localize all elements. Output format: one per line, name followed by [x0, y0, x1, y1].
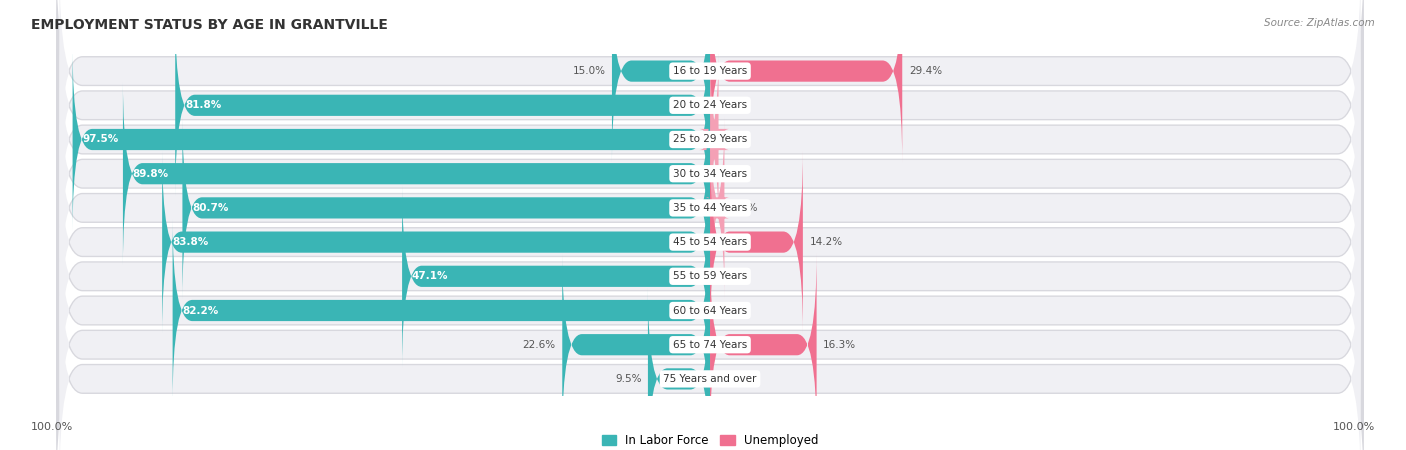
Text: 16.3%: 16.3% — [823, 340, 856, 350]
Text: 29.4%: 29.4% — [908, 66, 942, 76]
Text: 97.5%: 97.5% — [83, 135, 118, 144]
FancyBboxPatch shape — [59, 136, 1361, 348]
FancyBboxPatch shape — [173, 219, 710, 402]
Text: 30 to 34 Years: 30 to 34 Years — [673, 169, 747, 179]
FancyBboxPatch shape — [59, 33, 1361, 246]
FancyBboxPatch shape — [59, 273, 1361, 450]
Text: 80.7%: 80.7% — [193, 203, 229, 213]
FancyBboxPatch shape — [59, 0, 1361, 177]
FancyBboxPatch shape — [612, 0, 710, 163]
FancyBboxPatch shape — [56, 0, 1364, 227]
Text: 1.3%: 1.3% — [725, 135, 752, 144]
Text: 9.5%: 9.5% — [614, 374, 641, 384]
Text: 0.0%: 0.0% — [717, 374, 742, 384]
FancyBboxPatch shape — [704, 116, 730, 300]
Text: 81.8%: 81.8% — [186, 100, 221, 110]
Text: 25 to 29 Years: 25 to 29 Years — [673, 135, 747, 144]
FancyBboxPatch shape — [56, 189, 1364, 432]
Text: 45 to 54 Years: 45 to 54 Years — [673, 237, 747, 247]
FancyBboxPatch shape — [56, 223, 1364, 450]
Text: 65 to 74 Years: 65 to 74 Years — [673, 340, 747, 350]
FancyBboxPatch shape — [648, 287, 710, 450]
FancyBboxPatch shape — [73, 48, 710, 231]
Text: 0.0%: 0.0% — [717, 271, 742, 281]
Text: 0.0%: 0.0% — [717, 169, 742, 179]
Text: 0.0%: 0.0% — [717, 100, 742, 110]
FancyBboxPatch shape — [56, 154, 1364, 398]
Text: 75 Years and over: 75 Years and over — [664, 374, 756, 384]
FancyBboxPatch shape — [56, 257, 1364, 450]
Text: 47.1%: 47.1% — [412, 271, 449, 281]
Text: 60 to 64 Years: 60 to 64 Years — [673, 306, 747, 315]
FancyBboxPatch shape — [56, 0, 1364, 193]
Text: 0.0%: 0.0% — [717, 306, 742, 315]
FancyBboxPatch shape — [699, 48, 730, 231]
FancyBboxPatch shape — [183, 116, 710, 300]
Legend: In Labor Force, Unemployed: In Labor Force, Unemployed — [596, 429, 824, 450]
Text: 82.2%: 82.2% — [183, 306, 219, 315]
FancyBboxPatch shape — [122, 82, 710, 266]
FancyBboxPatch shape — [56, 86, 1364, 330]
Text: 22.6%: 22.6% — [523, 340, 555, 350]
FancyBboxPatch shape — [710, 150, 803, 334]
FancyBboxPatch shape — [59, 238, 1361, 450]
FancyBboxPatch shape — [59, 102, 1361, 314]
Text: 20 to 24 Years: 20 to 24 Years — [673, 100, 747, 110]
FancyBboxPatch shape — [59, 170, 1361, 382]
Text: 16 to 19 Years: 16 to 19 Years — [673, 66, 747, 76]
FancyBboxPatch shape — [176, 14, 710, 197]
FancyBboxPatch shape — [56, 120, 1364, 364]
Text: 83.8%: 83.8% — [172, 237, 208, 247]
Text: 100.0%: 100.0% — [1333, 422, 1375, 432]
FancyBboxPatch shape — [162, 150, 710, 334]
Text: 35 to 44 Years: 35 to 44 Years — [673, 203, 747, 213]
FancyBboxPatch shape — [562, 253, 710, 436]
Text: 89.8%: 89.8% — [132, 169, 169, 179]
Text: 100.0%: 100.0% — [31, 422, 73, 432]
FancyBboxPatch shape — [56, 18, 1364, 261]
FancyBboxPatch shape — [402, 184, 710, 368]
FancyBboxPatch shape — [59, 0, 1361, 212]
Text: 15.0%: 15.0% — [572, 66, 606, 76]
FancyBboxPatch shape — [59, 204, 1361, 417]
Text: 2.2%: 2.2% — [731, 203, 758, 213]
FancyBboxPatch shape — [710, 0, 903, 163]
FancyBboxPatch shape — [56, 52, 1364, 296]
FancyBboxPatch shape — [710, 253, 817, 436]
Text: Source: ZipAtlas.com: Source: ZipAtlas.com — [1264, 18, 1375, 28]
Text: EMPLOYMENT STATUS BY AGE IN GRANTVILLE: EMPLOYMENT STATUS BY AGE IN GRANTVILLE — [31, 18, 388, 32]
Text: 55 to 59 Years: 55 to 59 Years — [673, 271, 747, 281]
Text: 14.2%: 14.2% — [810, 237, 842, 247]
FancyBboxPatch shape — [59, 68, 1361, 280]
